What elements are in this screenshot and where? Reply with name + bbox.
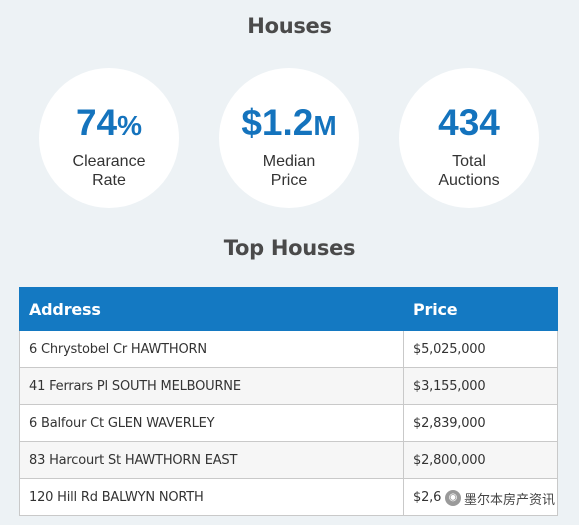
price-cell: $2,839,000 <box>403 404 558 442</box>
clearance-rate-stat: 74% Clearance Rate <box>39 68 179 208</box>
table-row: 6 Balfour Ct GLEN WAVERLEY $2,839,000 <box>19 404 558 442</box>
top-houses-table: Address Price 6 Chrystobel Cr HAWTHORN $… <box>19 287 558 516</box>
total-auctions-label: Total Auctions <box>438 153 500 189</box>
column-header-price: Price <box>403 287 558 331</box>
watermark-text: 墨尔本房产资讯 <box>464 491 556 507</box>
total-auctions-stat: 434 Total Auctions <box>399 68 539 208</box>
median-price-stat: $1.2M Median Price <box>219 68 359 208</box>
section-title: Top Houses <box>223 236 356 260</box>
page-title: Houses <box>247 14 332 38</box>
address-cell: 41 Ferrars Pl SOUTH MELBOURNE <box>19 367 404 405</box>
median-price-label: Median Price <box>262 153 316 189</box>
address-cell: 6 Balfour Ct GLEN WAVERLEY <box>19 404 404 442</box>
clearance-rate-value: 74% <box>75 102 143 143</box>
column-header-address: Address <box>19 287 404 331</box>
price-cell: $5,025,000 <box>403 330 558 368</box>
percent-unit: % <box>117 110 143 141</box>
watermark: ◉ 墨尔本房产资讯 <box>443 489 558 507</box>
address-cell: 6 Chrystobel Cr HAWTHORN <box>19 330 404 368</box>
price-cell: $2,800,000 <box>403 441 558 479</box>
wechat-icon: ◉ <box>445 490 461 506</box>
table-row: 83 Harcourt St HAWTHORN EAST $2,800,000 <box>19 441 558 479</box>
price-cell: $3,155,000 <box>403 367 558 405</box>
clearance-rate-label: Clearance Rate <box>72 153 146 189</box>
median-price-value: $1.2M <box>241 102 337 143</box>
table-row: 41 Ferrars Pl SOUTH MELBOURNE $3,155,000 <box>19 367 558 405</box>
table-row: 6 Chrystobel Cr HAWTHORN $5,025,000 <box>19 330 558 368</box>
address-cell: 120 Hill Rd BALWYN NORTH <box>19 478 404 516</box>
million-unit: M <box>313 110 337 141</box>
address-cell: 83 Harcourt St HAWTHORN EAST <box>19 441 404 479</box>
table-header-row: Address Price <box>19 287 558 331</box>
total-auctions-value: 434 <box>438 102 500 143</box>
